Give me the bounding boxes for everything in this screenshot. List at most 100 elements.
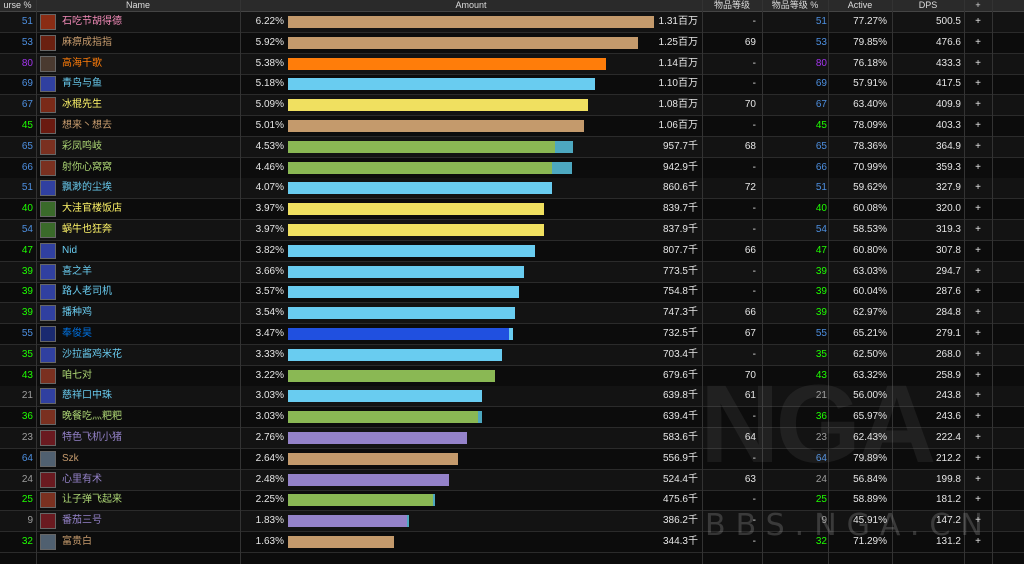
table-row[interactable]: 55 奉俊昊 3.47% 732.5千 67 55 65.21% 279.1 + (0, 324, 1024, 345)
expand-button[interactable]: + (975, 161, 981, 173)
col-header-ilvl[interactable]: 物品等级 (713, 0, 750, 10)
table-row[interactable]: 65 彩凤鸣岐 4.53% 957.7千 68 65 78.36% 364.9 + (0, 136, 1024, 158)
expand-button[interactable]: + (975, 390, 981, 402)
player-name[interactable]: 特色飞机小猪 (62, 432, 122, 443)
player-name[interactable]: 想来丶想去 (62, 120, 112, 131)
table-row[interactable]: 67 冰棍先生 5.09% 1.08百万 70 67 63.40% 409.9 + (0, 95, 1024, 117)
class-icon (40, 180, 56, 197)
player-name[interactable]: 射你心窝窝 (62, 161, 112, 173)
col-header-plus[interactable]: + (975, 0, 981, 10)
table-row[interactable]: 32 富贵白 1.63% 344.3千 - 32 71.29% 131.2 + (0, 532, 1024, 553)
expand-button[interactable]: + (975, 286, 981, 298)
col-header-active[interactable]: Active (847, 0, 873, 10)
player-name[interactable]: 蜗牛也狂奔 (62, 224, 112, 235)
damage-percent: 3.97% (255, 203, 284, 215)
expand-button[interactable]: + (975, 244, 981, 256)
table-row[interactable]: 69 青鸟与鱼 5.18% 1.10百万 - 69 57.91% 417.5 + (0, 74, 1024, 96)
table-row[interactable]: 80 高海千歌 5.38% 1.14百万 - 80 76.18% 433.3 + (0, 53, 1024, 75)
table-row[interactable]: 66 射你心窝窝 4.46% 942.9千 - 66 70.99% 359.3 + (0, 158, 1024, 179)
player-name[interactable]: 喜之羊 (62, 265, 92, 277)
player-name[interactable]: 路人老司机 (62, 286, 112, 298)
damage-bar-secondary (552, 161, 572, 174)
player-name[interactable]: 大洼官楼饭店 (62, 203, 122, 215)
player-name[interactable]: 沙拉酱鸡米花 (62, 348, 122, 360)
item-level: - (752, 494, 756, 506)
expand-button[interactable]: + (975, 328, 981, 339)
player-name[interactable]: 让子弹飞起来 (62, 494, 122, 506)
damage-percent: 5.09% (255, 99, 284, 111)
expand-button[interactable]: + (975, 36, 981, 48)
expand-button[interactable]: + (975, 120, 981, 131)
table-row[interactable]: 39 路人老司机 3.57% 754.8千 - 39 60.04% 287.6 + (0, 282, 1024, 304)
table-row[interactable]: 24 心里有术 2.48% 524.4千 63 24 56.84% 199.8 + (0, 469, 1024, 491)
player-name[interactable]: 彩凤鸣岐 (62, 140, 102, 152)
expand-button[interactable]: + (975, 411, 981, 423)
player-name[interactable]: 番茄三号 (62, 515, 102, 527)
class-icon (40, 305, 56, 322)
col-header-ilvl-pct[interactable]: 物品等级 % (771, 0, 819, 10)
table-row[interactable]: 51 飘渺的尘埃 4.07% 860.6千 72 51 59.62% 327.9 + (0, 178, 1024, 200)
expand-button[interactable]: + (975, 348, 981, 360)
table-row[interactable]: 47 Nid 3.82% 807.7千 66 47 60.80% 307.8 + (0, 241, 1024, 262)
player-name[interactable]: 奉俊昊 (62, 328, 92, 339)
damage-bar-fill (288, 78, 595, 91)
table-row[interactable]: 51 石吃节胡得德 6.22% 1.31百万 - 51 77.27% 500.5 + (0, 12, 1024, 33)
table-row[interactable]: 39 播种鸡 3.54% 747.3千 66 39 62.97% 284.8 + (0, 303, 1024, 325)
expand-button[interactable]: + (975, 452, 981, 464)
table-row[interactable]: 36 晚餐吃灬粑粑 3.03% 639.4千 - 36 65.97% 243.6 + (0, 407, 1024, 429)
col-header-rank[interactable]: urse % (3, 0, 32, 10)
expand-button[interactable]: + (975, 515, 981, 527)
player-name[interactable]: 飘渺的尘埃 (62, 182, 112, 194)
col-header-name[interactable]: Name (125, 0, 150, 10)
expand-button[interactable]: + (975, 432, 981, 443)
table-row[interactable]: 54 蜗牛也狂奔 3.97% 837.9千 - 54 58.53% 319.3 + (0, 220, 1024, 241)
expand-button[interactable]: + (975, 473, 981, 485)
table-row[interactable]: 53 麻痹成指指 5.92% 1.25百万 69 53 79.85% 476.6 + (0, 33, 1024, 54)
table-row[interactable]: 40 大洼官楼饭店 3.97% 839.7千 - 40 60.08% 320.0 + (0, 199, 1024, 221)
player-name[interactable]: 冰棍先生 (62, 99, 102, 111)
player-name[interactable]: Nid (62, 244, 78, 256)
expand-button[interactable]: + (975, 182, 981, 194)
expand-button[interactable]: + (975, 307, 981, 319)
item-level: - (752, 515, 756, 527)
expand-button[interactable]: + (975, 99, 981, 111)
player-name[interactable]: 麻痹成指指 (62, 36, 112, 48)
table-row[interactable]: 35 沙拉酱鸡米花 3.33% 703.4千 - 35 62.50% 268.0 + (0, 344, 1024, 366)
player-name[interactable]: 高海千歌 (62, 57, 102, 69)
expand-button[interactable]: + (975, 203, 981, 215)
damage-bar-secondary (509, 328, 513, 340)
expand-button[interactable]: + (975, 536, 981, 547)
table-row[interactable]: 25 让子弹飞起来 2.25% 475.6千 - 25 58.89% 181.2 + (0, 490, 1024, 512)
col-header-amount[interactable]: Amount (455, 0, 487, 10)
player-name[interactable]: 石吃节胡得德 (62, 16, 122, 27)
player-name[interactable]: 咱七对 (62, 369, 92, 381)
table-row[interactable]: 64 Szk 2.64% 556.9千 - 64 79.89% 212.2 + (0, 449, 1024, 470)
table-row[interactable]: 39 喜之羊 3.66% 773.5千 - 39 63.03% 294.7 + (0, 261, 1024, 283)
col-header-dps[interactable]: DPS (918, 0, 938, 10)
expand-button[interactable]: + (975, 265, 981, 277)
expand-button[interactable]: + (975, 494, 981, 506)
table-header: urse % Name Amount 物品等级 物品等级 % Active DP… (0, 0, 1024, 12)
damage-amount: 839.7千 (662, 203, 698, 215)
player-name[interactable]: 播种鸡 (62, 307, 92, 319)
table-row[interactable]: 9 番茄三号 1.83% 386.2千 - 9 45.91% 147.2 + (0, 511, 1024, 533)
expand-button[interactable]: + (975, 224, 981, 235)
expand-button[interactable]: + (975, 57, 981, 69)
player-name[interactable]: 心里有术 (62, 473, 102, 485)
table-row[interactable]: 21 慈祥口中珠 3.03% 639.8千 61 21 56.00% 243.8 + (0, 386, 1024, 408)
item-level-rank: 21 (815, 390, 827, 402)
table-row[interactable]: 45 想来丶想去 5.01% 1.06百万 - 45 78.09% 403.3 + (0, 116, 1024, 137)
player-name[interactable]: 富贵白 (62, 536, 92, 547)
table-row[interactable]: 43 咱七对 3.22% 679.6千 70 43 63.32% 258.9 + (0, 366, 1024, 387)
player-name[interactable]: Szk (62, 452, 79, 464)
player-name[interactable]: 晚餐吃灬粑粑 (62, 411, 122, 423)
rank-value: 36 (21, 411, 33, 423)
player-name[interactable]: 慈祥口中珠 (62, 390, 112, 402)
expand-button[interactable]: + (975, 16, 981, 27)
expand-button[interactable]: + (975, 78, 981, 90)
damage-bar-fill (288, 369, 495, 382)
table-row[interactable]: 23 特色飞机小猪 2.76% 583.6千 64 23 62.43% 222.4 + (0, 428, 1024, 449)
player-name[interactable]: 青鸟与鱼 (62, 78, 102, 90)
expand-button[interactable]: + (975, 369, 981, 381)
expand-button[interactable]: + (975, 140, 981, 152)
